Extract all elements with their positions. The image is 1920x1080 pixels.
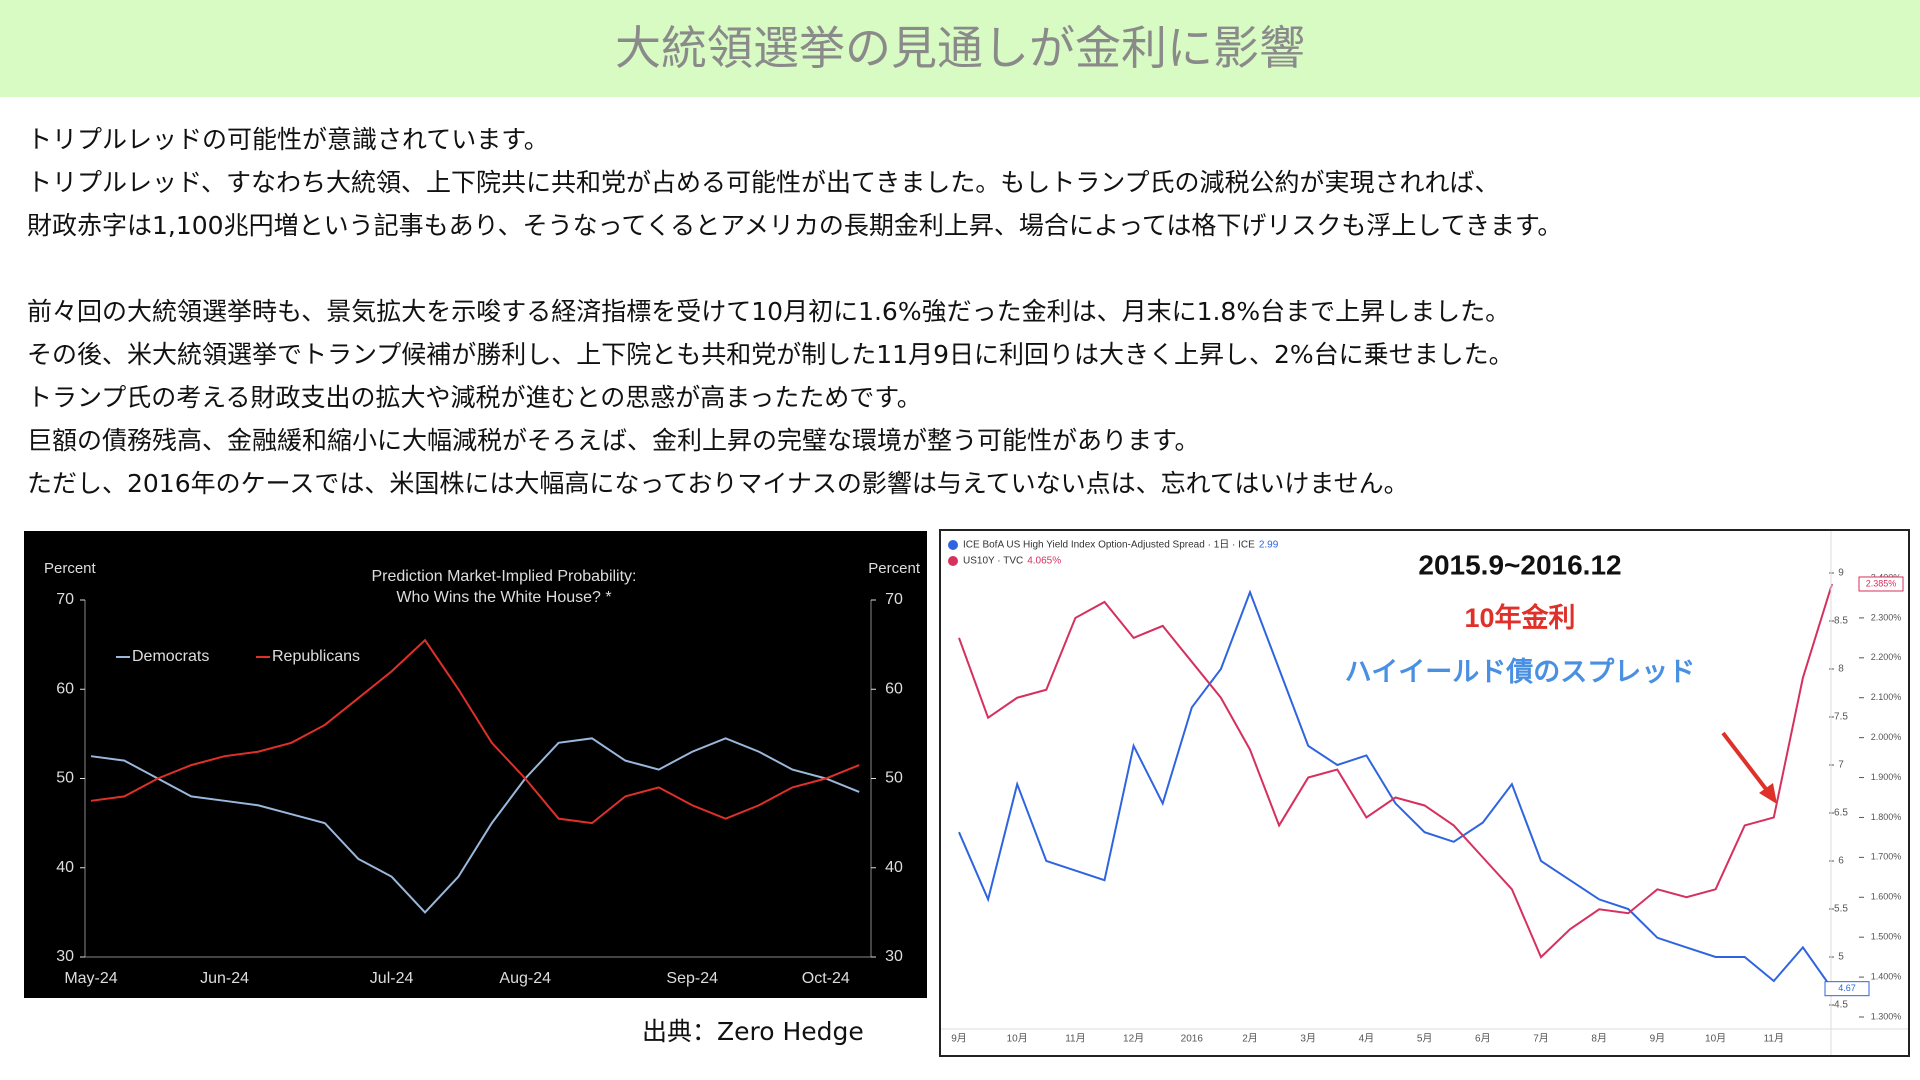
paragraph: トリプルレッドの可能性が意識されています。: [27, 125, 549, 154]
y-tick-label: 70: [56, 591, 74, 608]
x-tick-label: 2月: [1242, 1033, 1258, 1045]
y2-tick-label: 2.200%: [1871, 652, 1902, 662]
legend-label: Democrats: [132, 648, 209, 665]
y-tick-label: 6.5: [1834, 808, 1848, 819]
x-tick-label: 11月: [1764, 1033, 1784, 1045]
arrow-head: [1759, 783, 1777, 804]
x-tick-label: 4月: [1359, 1033, 1375, 1045]
paragraph: トランプ氏の考える財政支出の拡大や減税が進むとの思惑が高まったためです。: [27, 383, 922, 412]
last-value-label: 4.67: [1838, 983, 1856, 993]
y2-tick-label: 2.100%: [1871, 692, 1902, 702]
y-tick-label: 6: [1838, 856, 1844, 867]
paragraph: トリプルレッド、すなわち大統領、上下院共に共和党が占める可能性が出てきました。も…: [27, 168, 1500, 197]
header: 大統領選挙の見通しが金利に影響: [0, 0, 1920, 97]
legend-value: 4.065%: [1027, 556, 1061, 567]
chart-panel: 9月 10月 11月 12月 2016 2月 3月 4月 5月 6月 7月 8月 9月 10月 11月 4.5…: [939, 529, 1910, 1057]
y2-tick-label: 50: [885, 770, 903, 787]
x-tick-label: Oct-24: [802, 970, 850, 987]
y-tick-label: 50: [56, 770, 74, 787]
y2-tick-label: 70: [885, 591, 903, 608]
y2-tick-label: 1.600%: [1871, 892, 1902, 902]
body-text: トリプルレッドの可能性が意識されています。トリプルレッド、すなわち大統領、上下院…: [27, 118, 1562, 505]
y-tick-label: 7: [1838, 760, 1844, 771]
y-tick-label: 9: [1838, 568, 1844, 579]
y2-tick-label: 1.800%: [1871, 812, 1902, 822]
y-tick-label: 5.5: [1834, 904, 1848, 915]
y-tick-label: 8.5: [1834, 616, 1848, 627]
legend-label: Republicans: [272, 648, 360, 665]
x-tick-label: 7月: [1533, 1033, 1549, 1045]
chart-panel: Prediction Market-Implied Probability: Wh…: [24, 531, 927, 998]
last-value-box: [1858, 576, 1904, 592]
legend-label: US10Y · TVC: [963, 556, 1023, 567]
paragraph: 巨額の債務残高、金融緩和縮小に大幅減税がそろえば、金利上昇の完璧な環境が整う可能…: [27, 426, 1200, 455]
legend-value: 2.99: [1259, 540, 1279, 551]
y2-tick-label: 60: [885, 680, 903, 697]
y-tick-label: 30: [56, 948, 74, 965]
x-tick-label: 5月: [1417, 1033, 1433, 1045]
y2-tick-label: 2.300%: [1871, 612, 1902, 622]
chart-subtitle: Who Wins the White House? *: [396, 589, 611, 606]
x-tick-label: Aug-24: [499, 970, 551, 987]
y-tick-label: 8: [1838, 664, 1844, 675]
x-tick-label: 3月: [1300, 1033, 1316, 1045]
annotation: 2015.9~2016.12: [1418, 549, 1621, 580]
y2-tick-label: 2.000%: [1871, 732, 1902, 742]
annotation: ハイイールド債のスプレッド: [1345, 657, 1695, 687]
x-tick-label: 10月: [1705, 1033, 1726, 1045]
y2-tick-label: 40: [885, 859, 903, 876]
y-label: Percent: [44, 560, 97, 577]
x-tick-label: 11月: [1065, 1033, 1085, 1045]
y2-label: Percent: [868, 560, 921, 577]
series-line: [958, 583, 1833, 959]
x-tick-label: 2016: [1181, 1034, 1204, 1045]
annotation: 10年金利: [1464, 602, 1575, 633]
x-tick-label: 6月: [1475, 1033, 1491, 1045]
y-tick-label: 5: [1838, 952, 1844, 963]
paragraph: 前々回の大統領選挙時も、景気拡大を示唆する経済指標を受けて10月初に1.6%強だ…: [27, 297, 1511, 326]
x-tick-label: Sep-24: [666, 970, 718, 987]
paragraph: [27, 247, 1562, 290]
y2-tick-label: 1.900%: [1871, 772, 1902, 782]
x-tick-label: 10月: [1007, 1033, 1028, 1045]
x-tick-label: 9月: [1650, 1033, 1666, 1045]
series-line: [90, 737, 860, 914]
chart: 9月 10月 11月 12月 2016 2月 3月 4月 5月 6月 7月 8月 9月 10月 11月 4.5…: [941, 531, 1908, 1055]
legend-icon: [948, 556, 958, 566]
arrow: [1721, 731, 1771, 795]
y2-tick-label: 1.500%: [1871, 932, 1902, 942]
y-tick-label: 7.5: [1834, 712, 1848, 723]
last-value-label: 2.385%: [1866, 578, 1897, 588]
paragraph: その後、米大統領選挙でトランプ候補が勝利し、上下院とも共和党が制した11月9日に…: [27, 340, 1514, 369]
y-tick-label: 60: [56, 680, 74, 697]
source: 出典：Zero Hedge: [642, 1017, 864, 1046]
paragraph: ただし、2016年のケースでは、米国株には大幅高になっておりマイナスの影響は与え…: [27, 469, 1409, 498]
x-tick-label: May-24: [64, 970, 117, 987]
x-tick-label: 8月: [1591, 1033, 1607, 1045]
chart-title: Prediction Market-Implied Probability:: [372, 568, 637, 585]
x-tick-label: 9月: [951, 1033, 967, 1045]
x-tick-label: Jul-24: [370, 970, 414, 987]
y-tick-label: 4.5: [1834, 1000, 1848, 1011]
x-tick-label: 12月: [1123, 1033, 1144, 1045]
last-value-box: [1824, 981, 1870, 997]
y2-tick-label: 30: [885, 948, 903, 965]
y2-tick-label: 1.300%: [1871, 1011, 1902, 1021]
series-line: [90, 638, 860, 825]
legend-label: ICE BofA US High Yield Index Option-Adju…: [963, 540, 1255, 551]
series-line: [958, 589, 1833, 990]
x-tick-label: Jun-24: [200, 970, 249, 987]
legend-icon: [948, 540, 958, 550]
title: 大統領選挙の見通しが金利に影響: [615, 21, 1305, 75]
chart: Prediction Market-Implied Probability: Wh…: [44, 560, 921, 987]
y-tick-label: 40: [56, 859, 74, 876]
paragraph: 財政赤字は1,100兆円増という記事もあり、そうなってくるとアメリカの長期金利上…: [27, 211, 1563, 240]
y2-tick-label: 1.700%: [1871, 852, 1902, 862]
y2-tick-label: 1.400%: [1871, 971, 1902, 981]
